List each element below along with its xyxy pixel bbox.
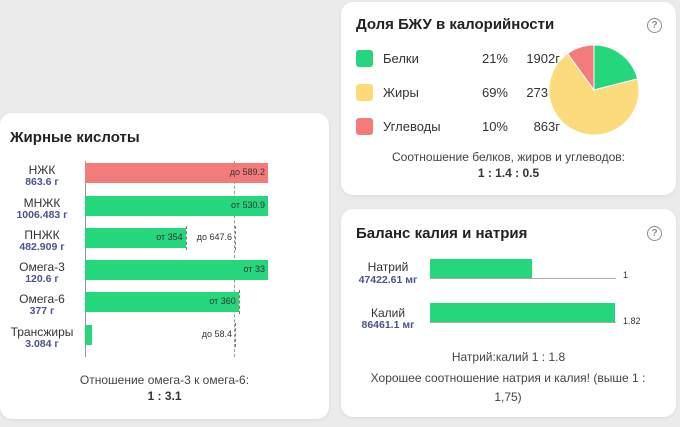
macro-item-grams: 863г — [533, 119, 560, 134]
norm-marker — [235, 226, 237, 250]
norm-marker-label: до 647.6 — [196, 232, 233, 242]
fatty-acid-bar-track: от 360 — [85, 290, 268, 314]
norm-marker — [235, 323, 237, 347]
fat-color-swatch — [356, 84, 373, 101]
norm-marker-label: от 360 — [209, 296, 236, 306]
sodium-value: 1 — [623, 270, 629, 280]
fatty-acid-bar — [85, 292, 239, 312]
fatty-acid-name: НЖК — [28, 163, 56, 177]
macro-item-percent: 69% — [481, 85, 508, 100]
omega-ratio-caption: Отношение омега-3 к омега-6: — [79, 373, 250, 387]
fatty-acid-amount: 1006.483 г — [16, 209, 68, 221]
fa-reference-line — [234, 161, 235, 357]
norm-marker — [185, 226, 187, 250]
fatty-acid-bar-track: до 589.2 — [85, 163, 268, 183]
omega-ratio-value: 1 : 3.1 — [147, 389, 182, 403]
norm-marker-label: от 530.9 — [231, 200, 265, 210]
macro-item-protein: Белки 21% 1902г — [356, 50, 560, 70]
macro-item-label: Углеводы — [383, 119, 441, 134]
potassium-baseline — [430, 322, 616, 323]
fatty-acids-title: Жирные кислоты — [10, 129, 140, 146]
fatty-acid-bar-track: от 354 до 647.6 — [85, 226, 268, 250]
fatty-acid-name: Трансжиры — [10, 325, 74, 339]
sodium-amount: 47422.61 мг — [358, 274, 418, 286]
pie-slice-0 — [593, 44, 639, 91]
pie-slice-2 — [566, 44, 595, 92]
norm-marker-label: до 589.2 — [229, 167, 265, 177]
norm-marker — [238, 290, 240, 314]
potassium-sodium-card: Баланс калия и натрия ? Натрий 47422.61 … — [341, 209, 676, 417]
macro-item-percent: 21% — [481, 51, 508, 66]
sodium-baseline — [430, 278, 616, 279]
fatty-acid-bar — [85, 196, 268, 216]
fatty-acids-card: Жирные кислоты НЖК 863.6 г до 589.2 МНЖК 100… — [0, 113, 329, 419]
fatty-acid-bar-track: до 58.4 — [85, 323, 268, 347]
fatty-acid-name: Омега-3 — [19, 260, 65, 274]
fatty-acid-bar-track: от 530.9 — [85, 196, 268, 216]
macro-pie-chart — [548, 44, 640, 136]
norm-marker-label: до 58.4 — [201, 329, 233, 339]
macro-item-carbs: Углеводы 10% 863г — [356, 118, 560, 138]
sodium-bar — [430, 259, 532, 278]
macro-item-grams: 1902г — [526, 51, 560, 66]
fatty-acid-amount: 377 г — [29, 305, 55, 317]
norm-marker-label: от 33 — [243, 264, 265, 274]
potassium-bar — [430, 303, 615, 322]
macro-title: Доля БЖУ в калорийности — [356, 16, 555, 33]
macro-item-label: Белки — [383, 51, 419, 66]
question-circle-icon[interactable]: ? — [647, 18, 662, 33]
macro-ratio-caption: Соотношение белков, жиров и углеводов: — [392, 150, 625, 164]
protein-color-swatch — [356, 50, 373, 67]
fatty-acid-bar — [85, 260, 268, 280]
macro-item-label: Жиры — [383, 85, 419, 100]
balance-assessment: Хорошее соотношение натрия и калия! (выш… — [370, 371, 646, 404]
fatty-acid-name: Омега-6 — [19, 292, 65, 306]
norm-marker-label: от 354 — [156, 232, 183, 242]
fatty-acid-bar — [85, 325, 93, 345]
fatty-acid-name: МНЖК — [23, 196, 61, 210]
fatty-acid-bar-track: от 33 — [85, 260, 268, 280]
potassium-amount: 86461.1 мг — [361, 319, 415, 331]
carbs-color-swatch — [356, 118, 373, 135]
fatty-acid-bar — [85, 228, 186, 248]
fa-axis-line — [85, 161, 86, 357]
balance-title: Баланс калия и натрия — [356, 225, 528, 242]
balance-ratio: Натрий:калий 1 : 1.8 — [451, 350, 566, 364]
macro-item-percent: 10% — [481, 119, 508, 134]
macro-item-fat: Жиры 69% 2730г — [356, 84, 560, 104]
fatty-acid-amount: 482.909 г — [19, 241, 65, 253]
fatty-acid-amount: 3.084 г — [25, 338, 59, 350]
pie-slice-1 — [548, 52, 640, 136]
fatty-acid-name: ПНЖК — [24, 228, 60, 242]
sodium-label: Натрий — [367, 260, 409, 274]
macro-ratio-value: 1 : 1.4 : 0.5 — [477, 166, 540, 180]
potassium-value: 1.82 — [623, 316, 641, 326]
fatty-acid-amount: 120.6 г — [25, 273, 59, 285]
fatty-acid-amount: 863.6 г — [25, 176, 59, 188]
question-circle-icon[interactable]: ? — [647, 226, 662, 241]
fatty-acid-bar — [85, 163, 268, 183]
macro-share-card: Доля БЖУ в калорийности ? Белки 21% 1902… — [341, 2, 676, 195]
potassium-label: Калий — [370, 306, 406, 320]
